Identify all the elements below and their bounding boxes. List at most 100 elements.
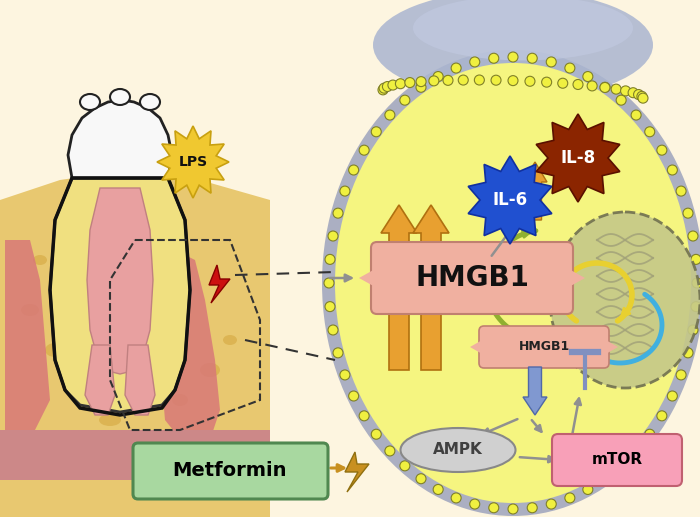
Circle shape [621, 86, 631, 96]
Polygon shape [468, 156, 552, 244]
Circle shape [691, 254, 700, 264]
Circle shape [657, 145, 667, 155]
Circle shape [359, 145, 369, 155]
Polygon shape [536, 114, 620, 202]
Circle shape [542, 77, 552, 87]
Circle shape [527, 503, 537, 513]
Ellipse shape [33, 255, 47, 265]
Text: HMGB1: HMGB1 [519, 341, 570, 354]
Circle shape [433, 71, 443, 82]
Circle shape [443, 75, 453, 85]
FancyArrow shape [523, 367, 547, 415]
Circle shape [349, 165, 358, 175]
Ellipse shape [80, 94, 100, 110]
Circle shape [378, 85, 388, 95]
Circle shape [616, 95, 626, 105]
Circle shape [325, 254, 335, 264]
Circle shape [328, 231, 338, 241]
Circle shape [405, 78, 415, 87]
Circle shape [667, 391, 678, 401]
Ellipse shape [81, 284, 99, 296]
Ellipse shape [322, 50, 700, 516]
Circle shape [400, 95, 410, 105]
Circle shape [527, 53, 537, 63]
Circle shape [433, 484, 443, 494]
Polygon shape [85, 345, 115, 415]
Circle shape [489, 503, 499, 513]
Ellipse shape [223, 335, 237, 345]
Circle shape [508, 52, 518, 62]
Circle shape [416, 474, 426, 484]
Ellipse shape [335, 63, 691, 503]
Circle shape [382, 82, 393, 92]
Circle shape [349, 391, 358, 401]
Circle shape [371, 429, 382, 439]
Polygon shape [125, 345, 155, 415]
Circle shape [388, 80, 398, 90]
Circle shape [691, 301, 700, 312]
Text: HMGB1: HMGB1 [415, 264, 529, 292]
Circle shape [683, 348, 693, 358]
Ellipse shape [200, 363, 220, 377]
Circle shape [628, 88, 638, 98]
Ellipse shape [45, 343, 65, 357]
Text: IL-8: IL-8 [561, 149, 596, 167]
Text: LPS: LPS [178, 155, 208, 169]
Circle shape [489, 53, 499, 63]
FancyBboxPatch shape [371, 242, 573, 314]
Circle shape [451, 493, 461, 503]
Polygon shape [209, 265, 230, 303]
Polygon shape [470, 339, 484, 355]
Circle shape [583, 484, 593, 494]
Ellipse shape [141, 435, 159, 445]
Polygon shape [604, 339, 618, 355]
FancyArrow shape [523, 162, 547, 220]
FancyBboxPatch shape [552, 434, 682, 486]
Circle shape [611, 84, 621, 94]
Ellipse shape [110, 89, 130, 105]
Ellipse shape [413, 0, 633, 60]
Circle shape [631, 446, 641, 456]
Circle shape [692, 278, 700, 288]
Circle shape [385, 110, 395, 120]
Circle shape [525, 77, 535, 86]
Circle shape [508, 504, 518, 514]
Text: AMPK: AMPK [433, 443, 483, 458]
Text: Metformin: Metformin [173, 462, 287, 480]
Circle shape [676, 186, 686, 196]
Ellipse shape [373, 0, 653, 100]
Circle shape [546, 57, 556, 67]
Circle shape [429, 76, 439, 86]
Circle shape [565, 493, 575, 503]
Circle shape [676, 370, 686, 380]
Circle shape [416, 82, 426, 92]
Circle shape [328, 325, 338, 335]
Circle shape [325, 301, 335, 312]
Circle shape [508, 75, 518, 86]
Circle shape [416, 77, 426, 87]
Ellipse shape [400, 428, 515, 472]
Circle shape [688, 325, 698, 335]
Circle shape [573, 80, 583, 89]
Circle shape [458, 75, 468, 85]
Circle shape [583, 71, 593, 82]
Circle shape [638, 93, 648, 103]
Circle shape [600, 82, 610, 92]
Circle shape [470, 57, 480, 67]
Ellipse shape [99, 414, 121, 426]
Ellipse shape [21, 304, 39, 316]
FancyArrow shape [381, 205, 417, 370]
Polygon shape [567, 268, 585, 288]
Circle shape [475, 75, 484, 85]
Circle shape [451, 63, 461, 73]
Circle shape [371, 127, 382, 137]
Circle shape [340, 370, 350, 380]
Polygon shape [68, 100, 172, 178]
Polygon shape [50, 178, 190, 412]
Circle shape [688, 231, 698, 241]
Circle shape [565, 63, 575, 73]
Circle shape [616, 461, 626, 471]
Circle shape [657, 411, 667, 421]
Circle shape [600, 83, 610, 93]
Polygon shape [345, 452, 369, 492]
